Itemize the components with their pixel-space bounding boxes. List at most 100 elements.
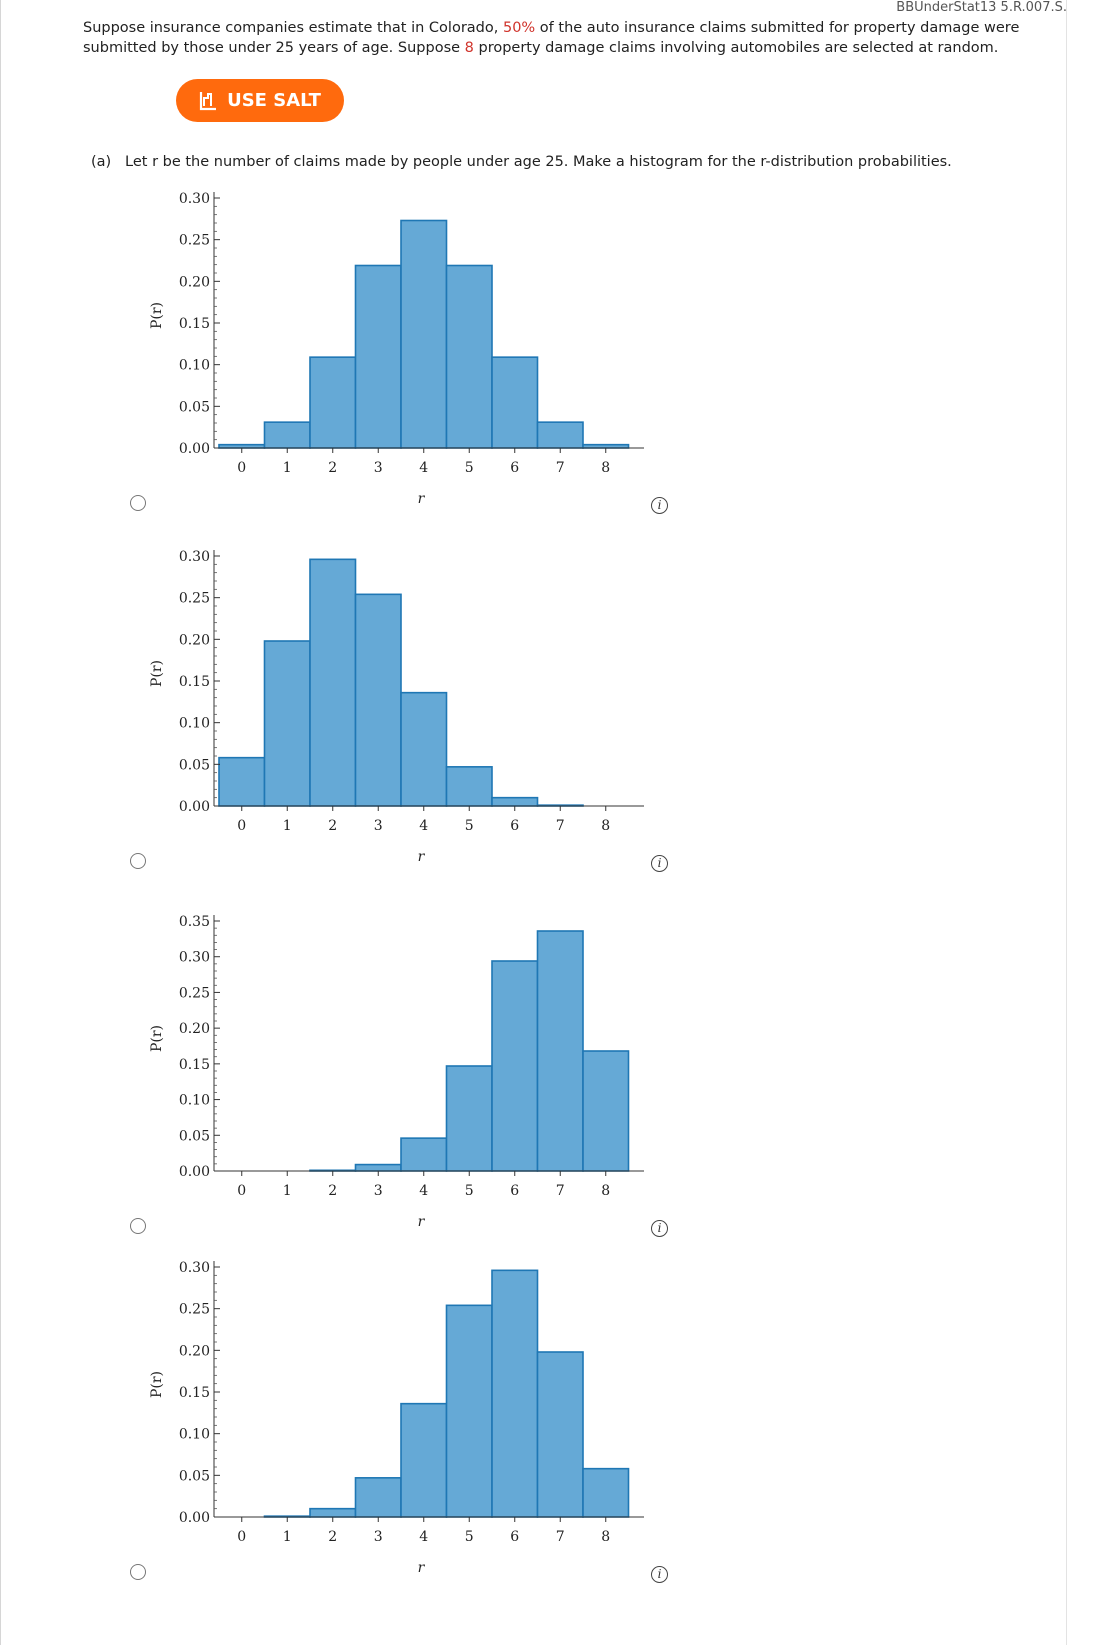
x-tick-label: 3 [374, 1183, 383, 1199]
x-axis-label: r [418, 1560, 426, 1576]
x-tick-label: 1 [283, 818, 292, 834]
x-tick-label: 1 [283, 1529, 292, 1545]
info-icon[interactable]: i [651, 1566, 668, 1583]
histogram-bar [354, 1163, 402, 1172]
y-tick-label: 0.05 [179, 757, 210, 773]
x-tick-label: 0 [237, 818, 246, 834]
y-tick-label: 0.25 [179, 985, 210, 1001]
x-tick-label: 5 [465, 1529, 474, 1545]
y-tick-label: 0.25 [179, 1302, 210, 1318]
x-tick-label: 8 [601, 460, 610, 476]
x-tick-label: 5 [465, 460, 474, 476]
x-tick-label: 1 [283, 460, 292, 476]
histogram-bar [354, 593, 402, 807]
left-border [0, 0, 1, 1645]
histogram-bar [582, 1467, 630, 1518]
question-text-part: property damage claims involving automob… [473, 40, 999, 56]
y-tick-label: 0.30 [179, 1260, 210, 1276]
problem-reference: BBUnderStat13 5.R.007.S. [896, 0, 1067, 15]
histogram-bar [309, 1507, 357, 1518]
x-tick-label: 4 [419, 818, 428, 834]
y-tick-label: 0.30 [179, 191, 210, 207]
histogram-chart: 0.00 0.05 0.10 0.15 0.20 0.25 0.30 0 1 2 3 4 5 6 7 8 r P(… [149, 191, 644, 507]
x-tick-label: 7 [556, 1183, 565, 1199]
x-tick-label: 3 [374, 1529, 383, 1545]
y-tick-label: 0.05 [179, 1468, 210, 1484]
x-tick-label: 5 [465, 1183, 474, 1199]
info-icon[interactable]: i [651, 497, 668, 514]
histogram-bar [445, 766, 493, 807]
x-tick-label: 5 [465, 818, 474, 834]
x-tick-label: 6 [510, 460, 519, 476]
use-salt-label: USE SALT [227, 90, 321, 111]
y-axis-label: P(r) [149, 1371, 165, 1398]
x-tick-label: 4 [419, 460, 428, 476]
y-tick-label: 0.15 [179, 674, 210, 690]
y-tick-label: 0.00 [179, 1510, 210, 1526]
y-tick-label: 0.20 [179, 1021, 210, 1037]
x-tick-label: 7 [556, 1529, 565, 1545]
y-axis-label: P(r) [149, 302, 165, 329]
sample-size-value: 8 [464, 40, 474, 56]
histogram-bar [263, 421, 311, 449]
info-icon[interactable]: i [651, 855, 668, 872]
histogram-bar [445, 1304, 493, 1518]
percent-value: 50% [502, 20, 536, 36]
histogram-bar [491, 960, 539, 1172]
y-tick-label: 0.10 [179, 1093, 210, 1109]
option-radio-button[interactable] [130, 853, 146, 869]
x-tick-label: 6 [510, 818, 519, 834]
x-tick-label: 6 [510, 1183, 519, 1199]
option-radio-button[interactable] [130, 495, 146, 511]
y-tick-label: 0.05 [179, 1128, 210, 1144]
use-salt-button[interactable]: USE SALT [176, 79, 344, 122]
info-icon[interactable]: i [651, 1220, 668, 1237]
y-tick-label: 0.15 [179, 1057, 210, 1073]
x-tick-label: 1 [283, 1183, 292, 1199]
part-a-prompt: (a) Let r be the number of claims made b… [91, 154, 952, 170]
right-border [1066, 0, 1067, 1645]
x-tick-label: 6 [510, 1529, 519, 1545]
option-radio-button[interactable] [130, 1218, 146, 1234]
y-tick-label: 0.15 [179, 316, 210, 332]
x-tick-label: 7 [556, 460, 565, 476]
y-tick-label: 0.20 [179, 632, 210, 648]
x-tick-label: 4 [419, 1183, 428, 1199]
histogram-bar [491, 1269, 539, 1518]
y-tick-label: 0.25 [179, 233, 210, 249]
x-tick-label: 8 [601, 818, 610, 834]
histogram-bar [354, 1477, 402, 1518]
x-tick-label: 0 [237, 1529, 246, 1545]
histogram-bar [445, 264, 493, 449]
x-tick-label: 8 [601, 1529, 610, 1545]
histogram-chart: 0.00 0.05 0.10 0.15 0.20 0.25 0.30 0 1 2 3 4 5 6 7 8 r P(… [149, 1260, 644, 1576]
x-tick-label: 0 [237, 1183, 246, 1199]
x-tick-label: 0 [237, 460, 246, 476]
y-axis-label: P(r) [149, 660, 165, 687]
histogram-bar [309, 356, 357, 449]
x-tick-label: 2 [328, 1529, 337, 1545]
histogram-chart: 0.00 0.05 0.10 0.15 0.20 0.25 0.30 0.35 0 1 2 3 4 5 6 7… [149, 914, 644, 1230]
y-tick-label: 0.00 [179, 441, 210, 457]
x-tick-label: 8 [601, 1183, 610, 1199]
question-text: Suppose insurance companies estimate tha… [83, 18, 1043, 58]
y-tick-label: 0.10 [179, 716, 210, 732]
x-axis-label: r [418, 1214, 426, 1230]
histogram-bar [309, 558, 357, 807]
histogram-bar [218, 756, 266, 807]
y-axis-label: P(r) [149, 1025, 165, 1052]
x-tick-label: 2 [328, 818, 337, 834]
y-tick-label: 0.10 [179, 1427, 210, 1443]
histogram-bar [400, 1402, 448, 1518]
y-tick-label: 0.00 [179, 1164, 210, 1180]
x-axis-label: r [418, 491, 426, 507]
histogram-chart: 0.00 0.05 0.10 0.15 0.20 0.25 0.30 0 1 2 3 4 5 6 7 8 r P(… [149, 549, 644, 865]
y-tick-label: 0.15 [179, 1385, 210, 1401]
y-tick-label: 0.20 [179, 1343, 210, 1359]
y-tick-label: 0.35 [179, 914, 210, 930]
option-radio-button[interactable] [130, 1564, 146, 1580]
histogram-bar [491, 796, 539, 807]
histogram-bar [263, 640, 311, 807]
histogram-bar [536, 930, 584, 1172]
x-tick-label: 7 [556, 818, 565, 834]
